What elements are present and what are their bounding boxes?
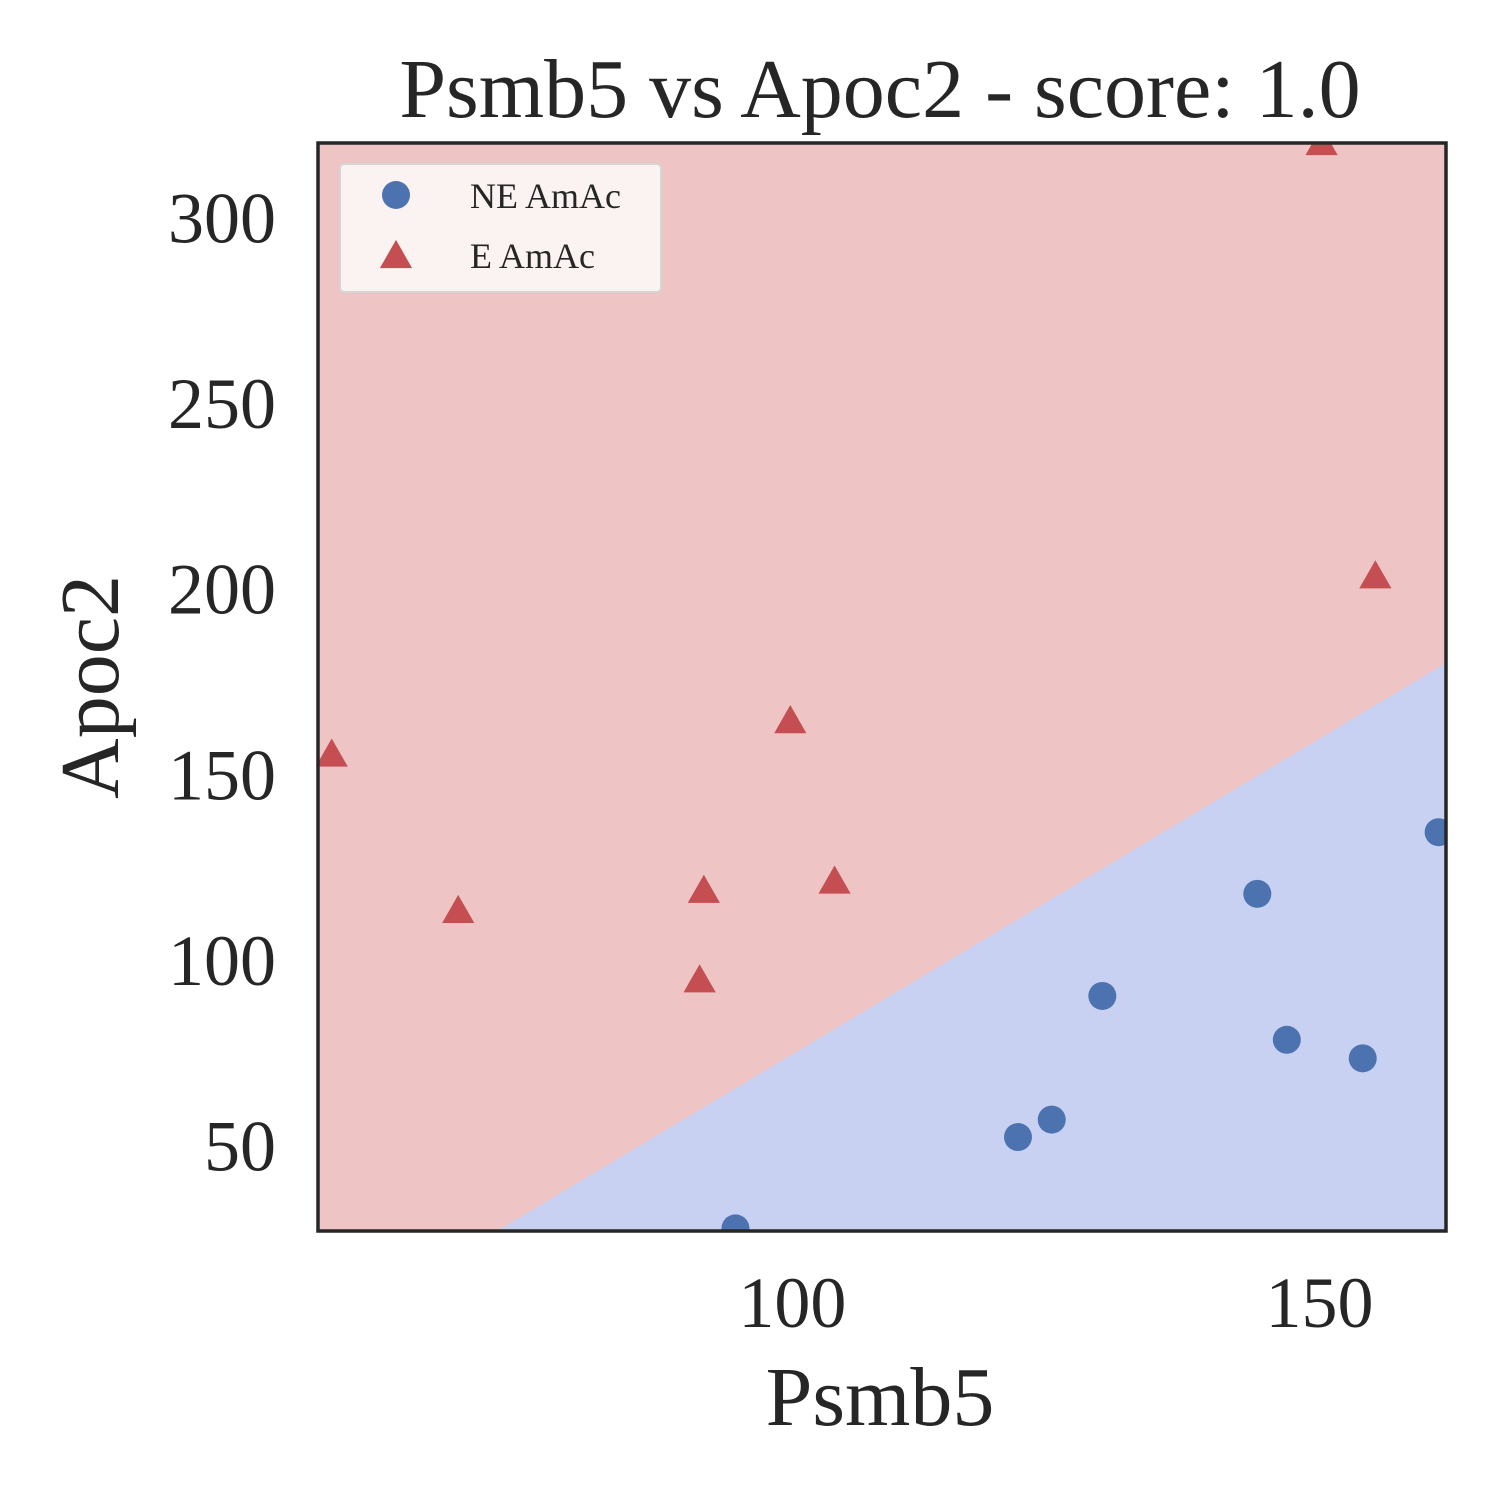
legend-marker-ne-amac <box>382 181 410 209</box>
point-e-amac-0 <box>318 738 348 767</box>
point-ne-amac-2 <box>1037 1105 1066 1134</box>
legend-box <box>339 163 662 293</box>
point-ne-amac-0 <box>721 1214 750 1231</box>
x-tick-label-150: 150 <box>1265 1263 1373 1343</box>
x-axis-ticks: 100 150 <box>738 1263 1373 1343</box>
y-tick-label-250: 250 <box>168 364 276 444</box>
point-ne-amac-1 <box>1003 1123 1032 1152</box>
legend-marker-e-amac <box>379 239 413 269</box>
point-ne-amac-6 <box>1348 1044 1377 1073</box>
point-e-amac-4 <box>774 705 807 734</box>
point-ne-amac-7 <box>1424 818 1446 847</box>
x-axis-label: Psmb5 <box>766 1351 995 1444</box>
point-e-amac-3 <box>683 964 716 993</box>
legend-label-ne-amac: NE AmAc <box>470 176 621 216</box>
chart-title: Psmb5 vs Apoc2 - score: 1.0 <box>399 43 1360 136</box>
legend: NE AmAc E AmAc <box>339 163 662 293</box>
point-ne-amac-4 <box>1243 879 1272 908</box>
data-marks <box>318 143 1446 1231</box>
y-tick-label-150: 150 <box>168 735 276 815</box>
point-e-amac-7 <box>1359 560 1392 589</box>
point-e-amac-5 <box>818 865 851 894</box>
y-tick-label-100: 100 <box>168 921 276 1001</box>
point-ne-amac-5 <box>1272 1025 1301 1054</box>
y-axis-ticks: 50 100 150 200 250 300 <box>168 178 276 1186</box>
region-ne-amac <box>497 662 1446 1231</box>
point-ne-amac-3 <box>1088 981 1117 1010</box>
point-e-amac-2 <box>687 874 720 903</box>
plot-frame <box>316 141 1448 1233</box>
y-tick-label-200: 200 <box>168 550 276 630</box>
y-tick-label-50: 50 <box>204 1107 276 1187</box>
y-axis-label: Apoc2 <box>44 575 137 799</box>
y-tick-label-300: 300 <box>168 178 276 258</box>
point-e-amac-1 <box>442 894 475 923</box>
point-e-amac-6 <box>1305 143 1338 156</box>
x-tick-label-100: 100 <box>738 1263 846 1343</box>
legend-label-e-amac: E AmAc <box>470 236 595 276</box>
